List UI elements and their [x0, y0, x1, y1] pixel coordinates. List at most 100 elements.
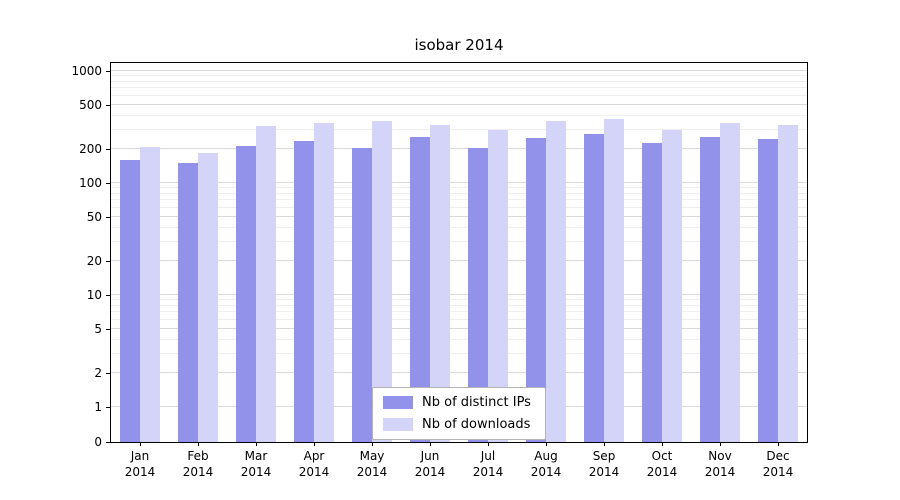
legend-swatch-distinct-ips: [383, 396, 413, 409]
y-tick-mark: [106, 183, 110, 184]
x-tick-label: Sep 2014: [588, 449, 620, 479]
y-tick-label: 2: [94, 366, 102, 381]
gridline-minor: [111, 338, 807, 340]
bar-downloads-mar: [256, 126, 276, 442]
x-tick-mark: [198, 442, 199, 446]
bar-downloads-feb: [198, 153, 218, 442]
x-tick-mark: [488, 442, 489, 446]
x-tick-label: Feb 2014: [182, 449, 214, 479]
y-tick-mark: [106, 407, 110, 408]
gridline-major: [111, 70, 807, 71]
x-tick-mark: [604, 442, 605, 446]
gridline-minor: [111, 311, 807, 313]
bar-downloads-aug: [546, 121, 566, 442]
bar-ips-jun: [410, 136, 430, 442]
gridline-major: [111, 372, 807, 374]
y-tick-mark: [106, 149, 110, 151]
x-tick-label: Mar 2014: [240, 449, 272, 479]
bar-ips-jul: [468, 148, 488, 442]
gridline-major: [111, 103, 807, 105]
y-tick-label: 500: [79, 97, 102, 112]
y-tick-label: 1000: [71, 64, 102, 78]
gridline-minor: [111, 304, 807, 306]
y-tick-mark: [106, 442, 110, 443]
y-tick-label: 200: [79, 142, 102, 157]
x-tick-mark: [140, 442, 141, 446]
gridline-major: [111, 215, 807, 217]
gridline-minor: [111, 187, 807, 189]
y-tick-label: 50: [86, 209, 102, 224]
gridline-minor: [111, 80, 807, 82]
bar-ips-mar: [236, 145, 256, 442]
bar-downloads-nov: [720, 123, 740, 442]
x-tick-mark: [256, 442, 257, 446]
gridline-minor: [111, 75, 807, 77]
x-tick-label: Oct 2014: [646, 449, 678, 479]
y-tick-label: 5: [94, 321, 102, 336]
bar-downloads-jan: [140, 146, 160, 442]
x-tick-mark: [662, 442, 663, 446]
bar-ips-feb: [178, 163, 198, 442]
bar-downloads-apr: [314, 122, 334, 442]
legend-item-distinct-ips: Nb of distinct IPs: [383, 395, 531, 410]
bar-downloads-jun: [430, 124, 450, 442]
x-tick-mark: [778, 442, 779, 446]
y-tick-label: 100: [79, 176, 102, 190]
y-tick-label: 10: [86, 288, 102, 302]
y-tick-mark: [106, 104, 110, 106]
legend-label-downloads: Nb of downloads: [422, 417, 531, 432]
x-tick-label: Aug 2014: [530, 449, 562, 479]
y-tick-label: 1: [94, 400, 102, 414]
x-tick-mark: [314, 442, 315, 446]
y-tick-mark: [106, 71, 110, 72]
x-tick-mark: [546, 442, 547, 446]
chart-title: isobar 2014: [414, 36, 504, 54]
y-tick-label: 0: [94, 435, 102, 449]
gridline-major: [111, 294, 807, 295]
bar-ips-sep: [584, 133, 604, 442]
gridline-minor: [111, 240, 807, 242]
gridline-minor: [111, 318, 807, 320]
bar-downloads-oct: [662, 130, 682, 442]
x-tick-label: Apr 2014: [298, 449, 330, 479]
gridline-minor: [111, 206, 807, 208]
bar-downloads-may: [372, 121, 392, 442]
gridline-minor: [111, 199, 807, 201]
y-tick-mark: [106, 216, 110, 218]
gridline-minor: [111, 226, 807, 228]
bar-ips-oct: [642, 142, 662, 442]
bar-ips-may: [352, 148, 372, 442]
x-tick-mark: [430, 442, 431, 446]
bar-downloads-dec: [778, 124, 798, 442]
bar-ips-jan: [120, 160, 140, 442]
gridline-minor: [111, 87, 807, 89]
gridline-major: [111, 182, 807, 183]
bar-ips-apr: [294, 141, 314, 442]
bar-downloads-jul: [488, 129, 508, 442]
x-tick-label: Nov 2014: [704, 449, 736, 479]
gridline-minor: [111, 114, 807, 116]
gridline-major: [111, 327, 807, 329]
x-tick-mark: [372, 442, 373, 446]
gridline-minor: [111, 128, 807, 130]
x-tick-mark: [720, 442, 721, 446]
y-tick-mark: [106, 373, 110, 375]
x-tick-label: Jan 2014: [124, 449, 156, 479]
legend: Nb of distinct IPs Nb of downloads: [372, 387, 546, 440]
legend-swatch-downloads: [383, 418, 413, 431]
gridline-minor: [111, 192, 807, 194]
x-tick-label: Jun 2014: [414, 449, 446, 479]
x-tick-label: Jul 2014: [472, 449, 504, 479]
gridline-minor: [111, 299, 807, 301]
bar-ips-nov: [700, 137, 720, 442]
y-tick-mark: [106, 328, 110, 330]
legend-label-distinct-ips: Nb of distinct IPs: [422, 395, 531, 410]
x-tick-label: May 2014: [356, 449, 388, 479]
x-tick-label: Dec 2014: [762, 449, 794, 479]
y-tick-label: 20: [86, 254, 102, 269]
gridline-minor: [111, 94, 807, 96]
gridline-major: [111, 260, 807, 262]
bar-ips-dec: [758, 139, 778, 442]
plot-area: [110, 62, 808, 443]
